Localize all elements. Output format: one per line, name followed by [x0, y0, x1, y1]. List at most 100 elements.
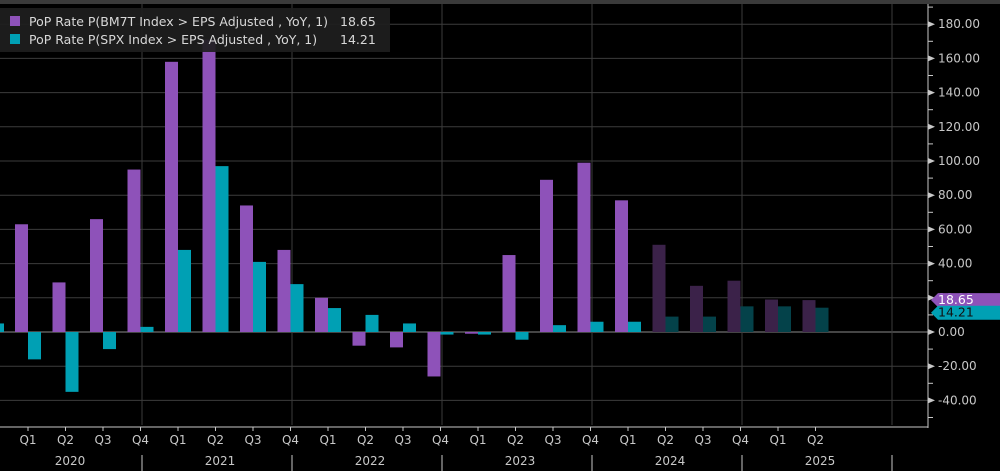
- legend-value: 18.65: [340, 13, 376, 29]
- bar-spx: [328, 308, 341, 332]
- y-tick-label: 120.00: [938, 120, 980, 134]
- x-quarter-label: Q4: [432, 433, 449, 447]
- bar-spx: [290, 284, 304, 332]
- x-quarter-label: Q3: [94, 433, 111, 447]
- bar-bm7t: [802, 300, 816, 332]
- bar-bm7t: [240, 205, 253, 332]
- bar-spx: [478, 332, 491, 335]
- bar-bm7t: [765, 299, 778, 332]
- badge-spx-value: 14.21: [938, 305, 974, 320]
- x-quarter-label: Q1: [469, 433, 486, 447]
- legend-swatch-icon: [10, 34, 20, 44]
- window-top-bar: [0, 0, 1000, 4]
- y-tick-label: 80.00: [938, 188, 972, 202]
- bar-spx: [553, 325, 566, 332]
- x-quarter-label: Q1: [769, 433, 786, 447]
- bar-spx: [403, 323, 416, 332]
- x-quarter-label: Q4: [132, 433, 149, 447]
- legend-swatch-icon: [10, 16, 20, 26]
- x-quarter-label: Q1: [169, 433, 186, 447]
- x-quarter-label: Q1: [619, 433, 636, 447]
- x-quarter-label: Q3: [544, 433, 561, 447]
- bar-spx: [590, 321, 604, 332]
- bar-spx: [215, 166, 229, 332]
- x-quarter-label: Q3: [244, 433, 261, 447]
- y-axis: -40.00-20.000.0020.0040.0060.0080.00100.…: [927, 4, 980, 428]
- bar-spx: [815, 307, 829, 332]
- bar-bm7t: [315, 297, 328, 332]
- bar-spx: [515, 332, 529, 340]
- x-axis: Q1 Q2 Q3 Q4 Q1 Q2 Q3 Q4 Q1 Q2 Q3 Q4 Q1 Q2 Q3 Q4 Q1 Q2 Q3 Q4…: [0, 426, 928, 471]
- legend-item-bm7t[interactable]: PoP Rate P(BM7T Index > EPS Adjusted , Y…: [10, 12, 376, 30]
- bar-bm7t: [615, 200, 628, 332]
- bar-bm7t: [127, 169, 141, 332]
- x-quarter-label: Q1: [319, 433, 336, 447]
- x-year-label: 2022: [355, 454, 386, 468]
- legend-label: PoP Rate P(SPX Index > EPS Adjusted , Yo…: [29, 31, 318, 47]
- x-quarter-label: Q2: [807, 433, 824, 447]
- y-tick-label: 160.00: [938, 51, 980, 65]
- bar-spx: [65, 332, 79, 392]
- bar-bm7t: [727, 280, 741, 332]
- x-quarter-label: Q2: [57, 433, 74, 447]
- bar-bm7t: [52, 282, 66, 332]
- y-tick-label: -40.00: [938, 393, 977, 407]
- bar-bm7t: [540, 179, 553, 332]
- legend-label: PoP Rate P(BM7T Index > EPS Adjusted , Y…: [29, 13, 329, 29]
- bar-spx: [365, 314, 379, 332]
- x-year-label: 2025: [805, 454, 836, 468]
- bar-bm7t: [652, 244, 666, 332]
- bar-bm7t: [15, 224, 28, 332]
- bar-spx: [628, 321, 641, 332]
- y-tick-label: 0.00: [938, 325, 965, 339]
- bar-bm7t: [90, 219, 103, 332]
- x-quarter-label: Q3: [694, 433, 711, 447]
- x-quarter-label: Q1: [19, 433, 36, 447]
- x-year-label: 2021: [205, 454, 236, 468]
- bar-spx: [740, 306, 754, 332]
- bar-bm7t: [390, 332, 403, 348]
- bar-bm7t: [202, 39, 216, 333]
- x-quarter-label: Q4: [582, 433, 599, 447]
- x-quarter-label: Q2: [207, 433, 224, 447]
- bar-bm7t: [690, 285, 703, 332]
- x-quarter-label: Q2: [357, 433, 374, 447]
- bar-bm7t: [352, 332, 366, 346]
- bar-spx: [178, 249, 191, 332]
- bar-spx: [140, 326, 154, 332]
- y-tick-label: 40.00: [938, 257, 972, 271]
- x-year-label: 2020: [55, 454, 86, 468]
- bars: [0, 39, 829, 392]
- x-quarter-label: Q4: [732, 433, 749, 447]
- bar-bm7t: [427, 332, 441, 377]
- badge-bm7t-value: 18.65: [938, 292, 974, 307]
- legend: PoP Rate P(BM7T Index > EPS Adjusted , Y…: [0, 8, 390, 52]
- bar-spx: [665, 316, 679, 332]
- bar-spx: [103, 332, 116, 350]
- bar-spx: [440, 332, 454, 335]
- bar-spx: [778, 306, 791, 332]
- x-quarter-label: Q3: [394, 433, 411, 447]
- y-tick-label: 100.00: [938, 154, 980, 168]
- bar-spx: [253, 261, 266, 332]
- x-quarter-label: Q2: [507, 433, 524, 447]
- x-quarter-label: Q2: [657, 433, 674, 447]
- y-tick-label: -20.00: [938, 359, 977, 373]
- bar-bm7t: [502, 255, 516, 332]
- y-tick-label: 180.00: [938, 17, 980, 31]
- x-year-label: 2024: [655, 454, 686, 468]
- bar-bm7t: [277, 249, 291, 332]
- y-tick-label: 140.00: [938, 86, 980, 100]
- bar-spx: [28, 332, 41, 360]
- legend-value: 14.21: [340, 31, 376, 47]
- bar-bm7t: [165, 61, 178, 332]
- bar-spx: [703, 316, 716, 332]
- x-quarter-label: Q4: [282, 433, 299, 447]
- y-tick-label: 60.00: [938, 222, 972, 236]
- bar-bm7t: [465, 332, 478, 334]
- legend-item-spx[interactable]: PoP Rate P(SPX Index > EPS Adjusted , Yo…: [10, 30, 376, 48]
- bar-bm7t: [577, 162, 591, 332]
- x-year-label: 2023: [505, 454, 536, 468]
